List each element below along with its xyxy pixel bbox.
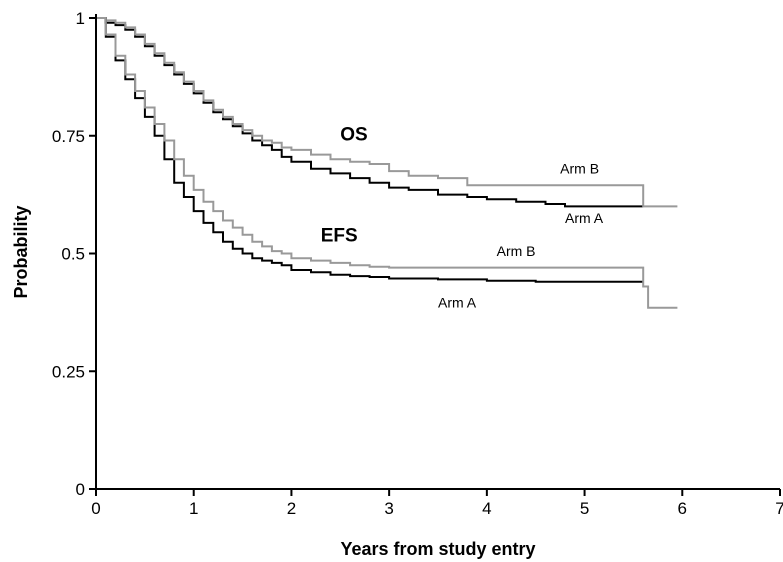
y-tick-label: 0.75 [52, 127, 85, 146]
os-arm-a-curve [96, 17, 644, 208]
axes-layer [95, 14, 780, 490]
y-tick-label: 1 [76, 9, 85, 28]
annotations-layer: OS EFS Arm B Arm A Arm B Arm A [321, 124, 604, 310]
annotation-arm-a: Arm A [438, 295, 477, 311]
annotation-os: OS [340, 124, 367, 145]
curves-layer [96, 17, 678, 309]
annotation-arm-b: Arm B [560, 160, 599, 176]
efs-arm-b-curve [96, 17, 678, 309]
y-axis-title: Probability [11, 205, 31, 298]
y-tick-label: 0 [76, 480, 85, 499]
x-tick-label: 1 [189, 499, 198, 518]
ticks-layer: 0 1 2 3 4 5 6 7 0 0.25 0.5 0.75 1 [52, 9, 783, 518]
os-arm-b-curve [96, 17, 678, 208]
annotation-efs: EFS [321, 226, 358, 247]
y-tick-label: 0.5 [61, 245, 85, 264]
annotation-arm-b: Arm B [497, 243, 536, 259]
x-tick-label: 7 [775, 499, 783, 518]
y-tick-label: 0.25 [52, 362, 85, 381]
x-tick-label: 3 [384, 499, 393, 518]
annotation-arm-a: Arm A [565, 210, 604, 226]
x-axis-title: Years from study entry [340, 539, 535, 559]
x-tick-label: 4 [482, 499, 491, 518]
x-tick-label: 0 [91, 499, 100, 518]
x-tick-label: 2 [287, 499, 296, 518]
efs-arm-a-curve [96, 17, 644, 283]
x-tick-label: 6 [678, 499, 687, 518]
x-tick-label: 5 [580, 499, 589, 518]
